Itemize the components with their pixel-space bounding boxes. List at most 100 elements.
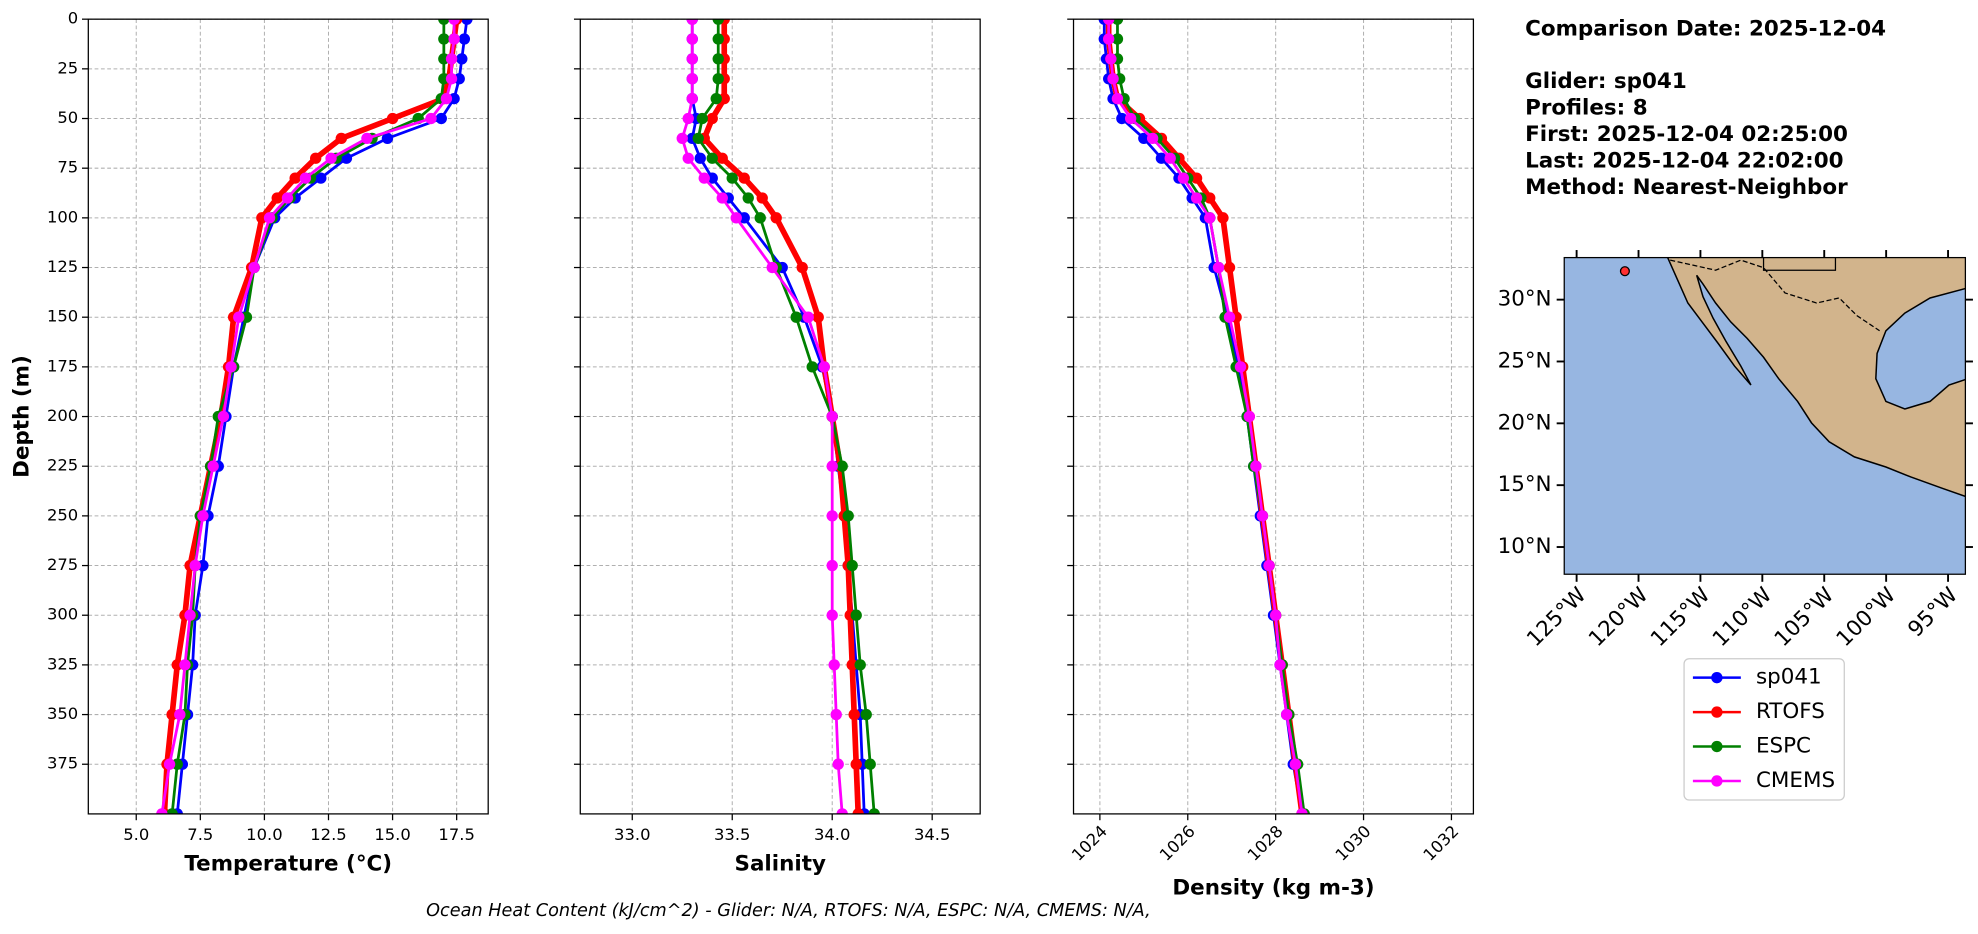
profile-marker bbox=[1223, 261, 1236, 274]
profile-marker bbox=[448, 33, 460, 45]
info-line: Method: Nearest-Neighbor bbox=[1525, 175, 1848, 200]
plot-area bbox=[1098, 19, 1310, 814]
profile-marker bbox=[1212, 261, 1225, 274]
profile-marker bbox=[712, 33, 724, 45]
y-tick-label: 250 bbox=[47, 505, 78, 524]
profile-marker bbox=[770, 212, 782, 224]
profile-marker bbox=[386, 112, 399, 125]
profile-marker bbox=[696, 112, 708, 125]
info-line: Last: 2025-12-04 22:02:00 bbox=[1525, 149, 1843, 174]
x-tick-label: 1028 bbox=[1244, 822, 1287, 865]
profile-marker bbox=[766, 261, 778, 274]
profile-marker bbox=[826, 609, 838, 621]
y-tick-label: 350 bbox=[47, 704, 78, 723]
profile-marker bbox=[1217, 212, 1229, 224]
profile-marker bbox=[826, 559, 838, 572]
profile-marker bbox=[263, 212, 276, 224]
profile-marker bbox=[826, 410, 838, 423]
x-tick-label: 1030 bbox=[1332, 822, 1375, 865]
profile-marker bbox=[1177, 172, 1190, 184]
profile-marker bbox=[826, 510, 838, 522]
x-tick-label: 12.5 bbox=[310, 825, 346, 844]
info-title: Comparison Date: 2025-12-04 bbox=[1525, 16, 1886, 41]
profile-marker bbox=[335, 132, 347, 145]
profile-marker bbox=[726, 172, 738, 184]
profile-marker bbox=[381, 132, 394, 145]
y-tick-label: 125 bbox=[47, 257, 78, 276]
legend-label: CMEMS bbox=[1756, 768, 1835, 793]
info-line: First: 2025-12-04 02:25:00 bbox=[1525, 122, 1848, 147]
info-line: Profiles: 8 bbox=[1525, 96, 1648, 121]
profile-marker bbox=[1102, 33, 1115, 45]
profile-marker bbox=[1250, 460, 1262, 472]
y-tick-label: 15°N bbox=[1498, 472, 1552, 497]
x-tick-label: 115°W bbox=[1646, 583, 1715, 652]
legend bbox=[1683, 658, 1845, 801]
profile-marker bbox=[756, 192, 768, 204]
x-axis-label: Temperature (°C) bbox=[184, 851, 392, 876]
info-line: Glider: sp041 bbox=[1525, 69, 1687, 94]
profile-marker bbox=[812, 311, 824, 323]
profile-marker bbox=[425, 112, 437, 125]
profile-marker bbox=[289, 172, 301, 184]
profile-marker bbox=[281, 192, 294, 204]
profile-marker bbox=[682, 112, 694, 125]
x-tick-label: 17.5 bbox=[438, 825, 474, 844]
profile-marker bbox=[1243, 410, 1255, 423]
profile-marker bbox=[1107, 73, 1119, 85]
profile-marker bbox=[438, 33, 450, 45]
x-tick-label: 5.0 bbox=[123, 825, 149, 844]
y-tick-label: 325 bbox=[47, 654, 78, 673]
profile-marker bbox=[166, 808, 178, 814]
x-tick-label: 125°W bbox=[1522, 583, 1591, 652]
profile-marker bbox=[796, 261, 808, 274]
profile-marker bbox=[233, 311, 245, 323]
profile-marker bbox=[361, 132, 373, 145]
y-tick-label: 30°N bbox=[1498, 287, 1552, 312]
profile-marker bbox=[1124, 112, 1137, 125]
profile-marker bbox=[852, 808, 864, 814]
y-tick-label: 150 bbox=[47, 307, 78, 326]
legend-label: RTOFS bbox=[1756, 699, 1825, 724]
profile-marker bbox=[315, 172, 327, 184]
profile-marker bbox=[846, 559, 858, 572]
profile-marker bbox=[676, 132, 688, 145]
profile-marker bbox=[456, 53, 468, 65]
profile-marker bbox=[445, 53, 458, 65]
y-tick-label: 0 bbox=[68, 9, 78, 28]
y-tick-label: 25 bbox=[57, 58, 78, 77]
profile-marker bbox=[1280, 708, 1293, 721]
profile-marker bbox=[854, 659, 866, 671]
profile-marker bbox=[174, 708, 186, 721]
y-tick-label: 300 bbox=[47, 605, 78, 624]
x-tick-label: 7.5 bbox=[187, 825, 213, 844]
y-tick-label: 175 bbox=[47, 356, 78, 375]
legend-marker bbox=[1711, 775, 1723, 787]
profile-marker bbox=[1274, 659, 1286, 671]
profile-marker bbox=[197, 510, 209, 522]
x-tick-label: 100°W bbox=[1832, 583, 1901, 652]
profile-marker bbox=[716, 152, 728, 164]
profile-marker bbox=[1190, 192, 1203, 204]
axes-frame bbox=[87, 18, 489, 815]
y-tick-label: 75 bbox=[57, 158, 78, 177]
x-tick-label: 10.0 bbox=[246, 825, 282, 844]
profile-marker bbox=[179, 659, 191, 671]
profile-marker bbox=[742, 192, 754, 204]
y-axis-label: Depth (m) bbox=[10, 355, 35, 478]
profile-marker bbox=[1111, 19, 1124, 25]
y-tick-label: 375 bbox=[47, 754, 78, 773]
profile-marker bbox=[712, 73, 724, 85]
x-tick-label: 1032 bbox=[1420, 822, 1463, 865]
map-frame bbox=[1563, 256, 1967, 575]
profile-marker bbox=[325, 152, 337, 164]
profile-marker bbox=[1190, 172, 1203, 184]
profile-marker bbox=[718, 92, 730, 105]
y-tick-label: 200 bbox=[47, 406, 78, 425]
y-tick-label: 50 bbox=[57, 108, 78, 127]
profile-marker bbox=[710, 92, 722, 105]
y-tick-label: 25°N bbox=[1498, 348, 1552, 373]
profile-marker bbox=[1204, 212, 1216, 224]
plot-area bbox=[156, 19, 473, 814]
